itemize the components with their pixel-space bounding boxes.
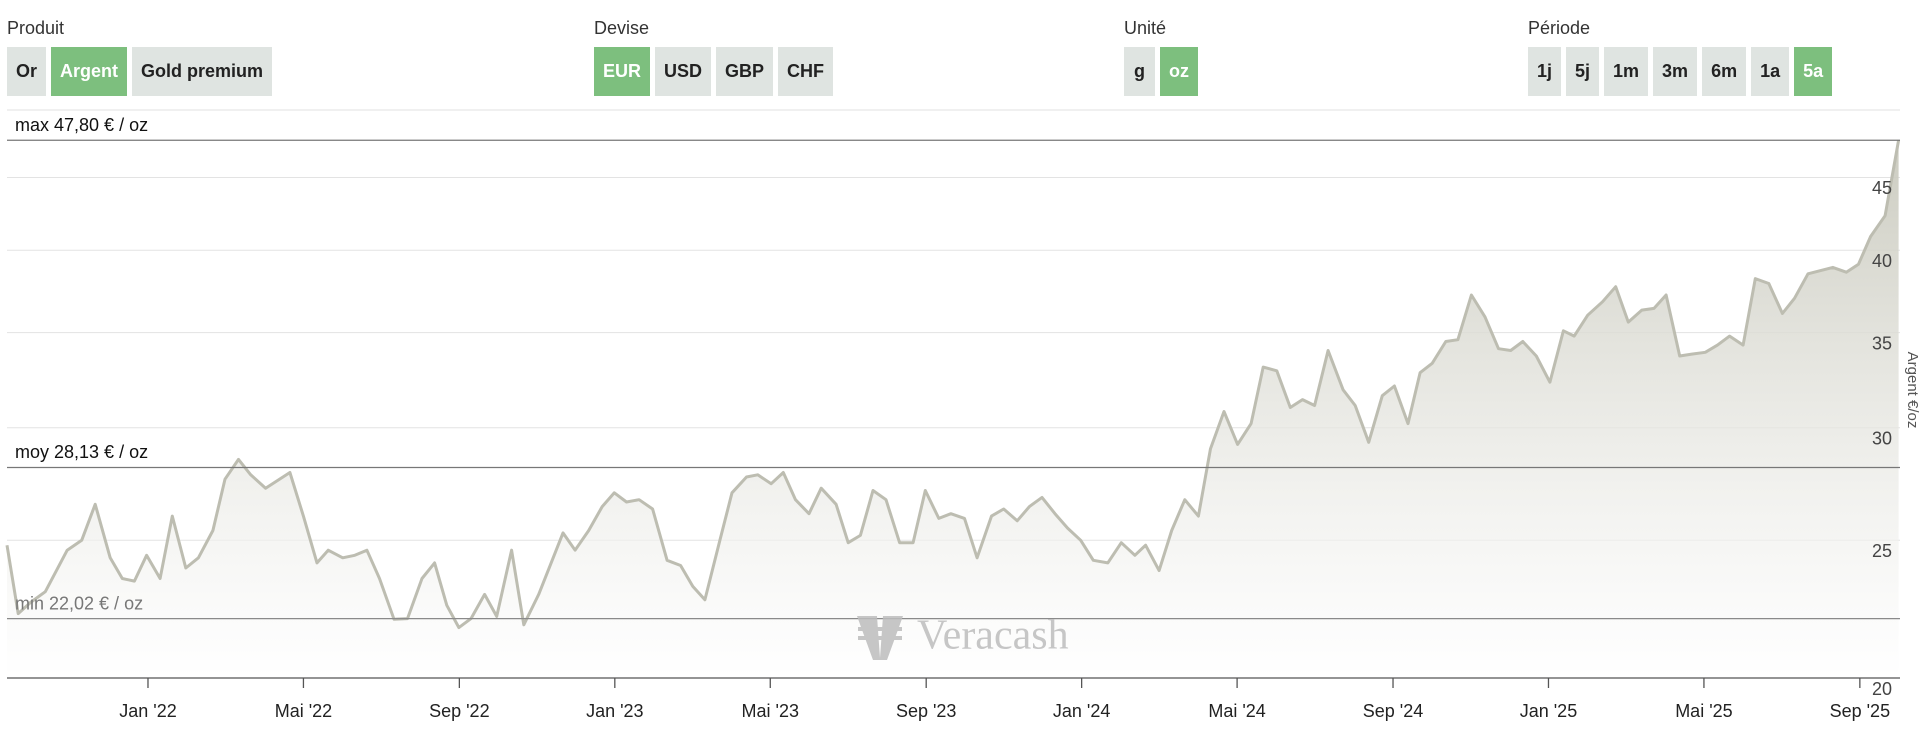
watermark-text: Veracash [917,613,1069,659]
x-tick-label: Sep '23 [896,701,957,721]
x-tick-label: Jan '25 [1520,701,1577,721]
watermark-logo-bar [858,627,902,631]
option-button[interactable]: 3m [1653,47,1698,96]
x-tick-label: Sep '22 [429,701,490,721]
option-button[interactable]: 5a [1794,47,1833,96]
button-row: g oz [1124,47,1198,96]
x-tick-label: Mai '22 [275,701,332,721]
series [5,139,1901,678]
reference-label: min 22,02 € / oz [15,593,143,613]
control-group: Période 1j 5j 1m 3m 6m 1a 5a [1528,15,1833,96]
area-fill [7,140,1899,678]
y-tick-label: 25 [1872,541,1892,561]
watermark-logo-bar [858,636,902,640]
watermark: Veracash [857,613,1069,660]
controls: Produit Or Argent Gold premium Devise EUR USD G… [0,0,1920,100]
option-button[interactable]: USD [655,47,712,96]
axes: 20 25 30 35 40 45 Jan '22 Mai '22 Sep '22 Jan '23… [7,178,1900,721]
reference-lines: max 47,80 € / oz moy 28,13 € / oz min 22,0… [7,115,1900,620]
control-label: Unité [1124,18,1167,38]
x-tick-label: Mai '25 [1675,701,1732,721]
option-button[interactable]: CHF [778,47,834,96]
y-tick-label: 35 [1872,333,1892,353]
y-tick-label: 40 [1872,251,1892,271]
option-button[interactable]: Gold premium [132,47,273,96]
y-axis-title: Argent €/oz [1904,352,1920,429]
option-button[interactable]: GBP [716,47,774,96]
option-button[interactable]: Argent [51,47,128,96]
option-button[interactable]: EUR [594,47,651,96]
x-tick-label: Jan '22 [119,701,176,721]
y-tick-label: 45 [1872,178,1892,198]
y-tick-label: 30 [1872,428,1892,448]
reference-label: max 47,80 € / oz [15,115,148,135]
option-button[interactable]: g [1124,47,1155,96]
option-button[interactable]: oz [1160,47,1198,96]
option-button[interactable]: 1a [1751,47,1790,96]
option-button[interactable]: 1m [1604,47,1649,96]
button-row: Or Argent Gold premium [7,47,273,96]
x-tick-label: Mai '24 [1208,701,1265,721]
control-group: Unité g oz [1124,15,1198,96]
control-group: Produit Or Argent Gold premium [7,15,273,96]
x-tick-label: Mai '23 [742,701,799,721]
option-button[interactable]: 5j [1566,47,1600,96]
price-line [5,139,1901,630]
control-group: Devise EUR USD GBP CHF [594,15,834,96]
button-row: EUR USD GBP CHF [594,47,834,96]
x-tick-label: Sep '25 [1830,701,1891,721]
option-button[interactable]: 6m [1702,47,1747,96]
reference-label: moy 28,13 € / oz [15,442,148,462]
y-tick-label: 20 [1872,679,1892,699]
option-button[interactable]: Or [7,47,47,96]
x-tick-label: Jan '24 [1053,701,1110,721]
control-label: Produit [7,18,65,38]
button-row: 1j 5j 1m 3m 6m 1a 5a [1528,47,1833,96]
option-button[interactable]: 1j [1528,47,1562,96]
x-tick-label: Jan '23 [586,701,643,721]
control-label: Devise [594,18,650,38]
x-tick-label: Sep '24 [1363,701,1424,721]
control-label: Période [1528,18,1591,38]
